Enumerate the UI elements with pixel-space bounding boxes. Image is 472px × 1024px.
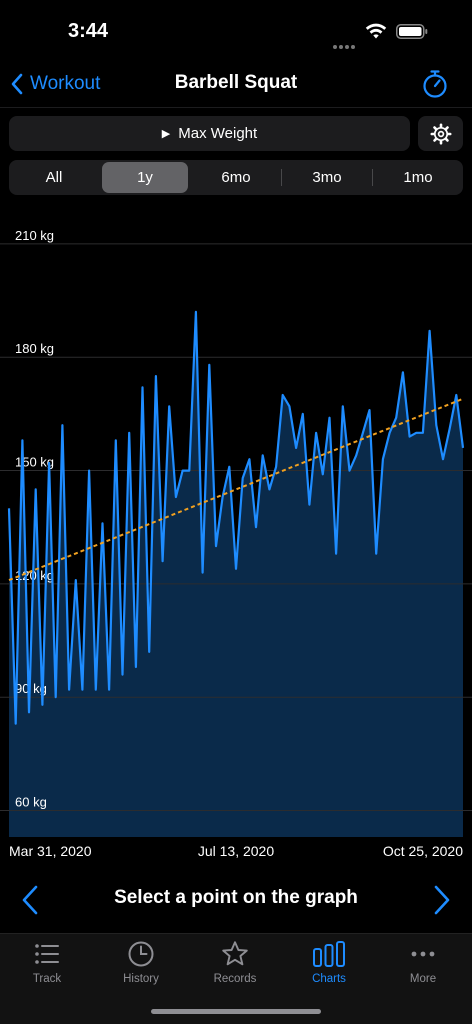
y-tick-label: 180 kg [15, 341, 54, 356]
chevron-left-icon [22, 885, 38, 915]
chart-settings-button[interactable] [418, 116, 463, 151]
series-line [7, 310, 465, 725]
max-weight-chart[interactable]: 60 kg 90 kg 120 kg 150 kg 180 kg 210 kg Mar 31… [0, 225, 472, 865]
page-title: Barbell Squat [174, 72, 298, 93]
tab-label: Records [213, 973, 257, 985]
tab-label: History [123, 973, 159, 985]
series-area [9, 311, 463, 837]
home-indicator [151, 1009, 321, 1014]
range-segmented-control: All 1y 6mo 3mo 1mo [9, 160, 463, 195]
chevron-left-icon [11, 73, 23, 95]
y-tick-label: 60 kg [15, 795, 47, 810]
back-label: Workout [30, 73, 101, 94]
segment-divider [372, 169, 373, 186]
range-option-all[interactable]: All [45, 169, 63, 186]
trend-line [8, 397, 464, 582]
y-tick-label: 150 kg [15, 455, 54, 470]
bar-chart-icon [313, 941, 345, 967]
tab-track[interactable]: Track [0, 940, 94, 992]
x-tick-label: Oct 25, 2020 [383, 843, 463, 859]
y-tick-label: 210 kg [15, 228, 54, 243]
tab-more[interactable]: More [376, 940, 470, 992]
tab-label: Track [32, 973, 62, 985]
tab-bar: Track History Records Charts More [0, 933, 472, 1024]
metric-label: Max Weight [178, 125, 258, 142]
ellipsis-icon [411, 951, 435, 957]
list-icon [35, 944, 59, 964]
segment-divider [281, 169, 282, 186]
clock-icon [128, 941, 154, 967]
y-tick-label: 90 kg [15, 681, 47, 696]
stopwatch-icon [423, 70, 447, 98]
next-point-button[interactable] [427, 883, 457, 917]
metric-selector[interactable]: ▶ Max Weight [9, 116, 410, 151]
wifi-icon [365, 23, 387, 39]
back-button[interactable]: Workout [10, 68, 100, 100]
range-option-1mo[interactable]: 1mo [403, 169, 433, 186]
star-icon [222, 941, 248, 966]
timer-button[interactable] [420, 68, 450, 100]
status-bar: 3:44 [0, 0, 472, 60]
point-selector-bar: Select a point on the graph [0, 875, 472, 925]
play-icon: ▶ [161, 128, 171, 140]
tab-label: More [409, 973, 437, 985]
previous-point-button[interactable] [15, 883, 45, 917]
range-option-6mo[interactable]: 6mo [221, 169, 251, 186]
battery-icon [396, 24, 428, 39]
tab-history[interactable]: History [94, 940, 188, 992]
tab-charts[interactable]: Charts [282, 940, 376, 992]
x-tick-label: Jul 13, 2020 [198, 843, 274, 859]
navigation-bar: Workout Barbell Squat [0, 60, 472, 108]
range-option-1y[interactable]: 1y [102, 162, 188, 193]
select-point-prompt: Select a point on the graph [114, 887, 358, 908]
signal-dots-icon [333, 36, 359, 49]
tab-records[interactable]: Records [188, 940, 282, 992]
x-tick-label: Mar 31, 2020 [9, 843, 92, 859]
status-time: 3:44 [68, 20, 109, 42]
y-tick-label: 120 kg [15, 568, 54, 583]
tab-label: Charts [312, 973, 346, 985]
gear-icon [429, 122, 452, 145]
range-option-3mo[interactable]: 3mo [312, 169, 342, 186]
chevron-right-icon [434, 885, 450, 915]
